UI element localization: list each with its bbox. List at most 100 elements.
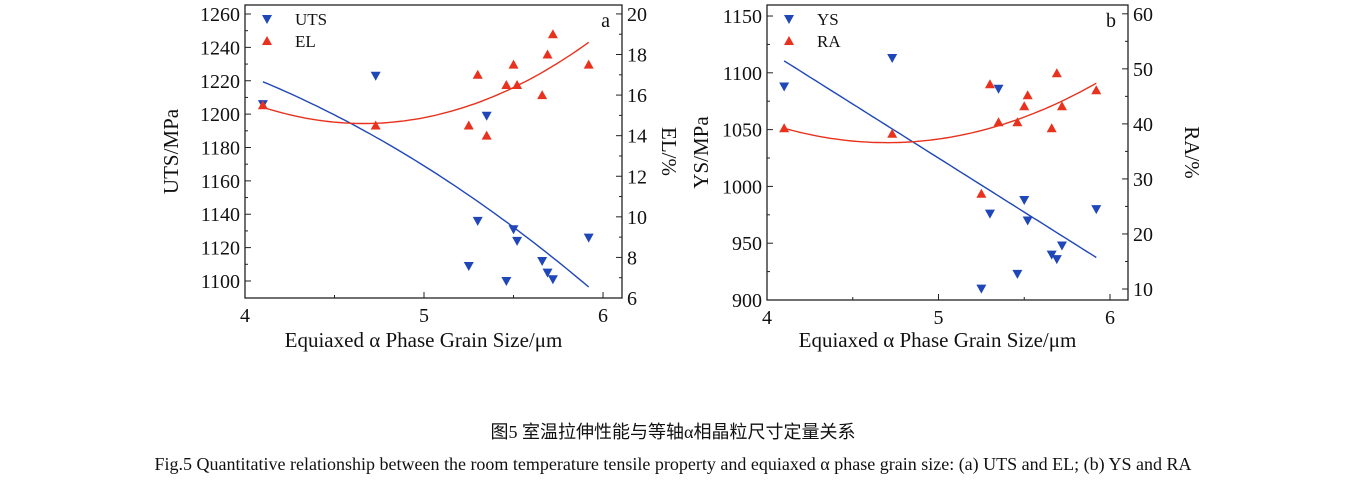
chart-panel-b: 4 5 6 900 950 1000 1050 1100 1150 10 20 30 40 50 60 Equ…	[689, 4, 1204, 352]
y-tick-label: 900	[732, 290, 762, 312]
y-tick-label: 1150	[723, 6, 762, 28]
data-point-ys	[1091, 205, 1102, 215]
x-tick-label: 4	[762, 307, 772, 329]
fit-line-ra	[783, 82, 1097, 144]
y-tick-label: 1140	[201, 204, 240, 226]
y-right-tick-label: 6	[627, 288, 637, 310]
x-axis-label: Equiaxed α Phase Grain Size/μm	[799, 328, 1077, 352]
data-point-uts	[463, 261, 474, 271]
y-tick-label: 1160	[201, 171, 240, 193]
y-right-tick-label: 10	[1133, 279, 1153, 301]
data-point-ra	[1056, 101, 1067, 111]
y-right-tick-label: 16	[627, 85, 647, 107]
y-tick-label: 1260	[200, 4, 240, 26]
y-right-tick-label: 12	[627, 166, 647, 188]
y-axis-label: UTS/MPa	[159, 108, 183, 194]
data-point-uts	[472, 216, 483, 226]
y-tick-label: 1180	[201, 137, 240, 159]
y-tick-label: 1100	[723, 63, 762, 85]
y-tick-label: 1000	[722, 176, 762, 198]
data-point-ys	[1051, 255, 1062, 265]
data-point-ys	[1022, 216, 1033, 226]
data-point-ys	[779, 82, 790, 92]
data-point-ys	[1046, 250, 1057, 260]
y-right-tick-label: 20	[1133, 224, 1153, 246]
y-tick-label: 1050	[722, 120, 762, 142]
data-point-uts	[501, 276, 512, 286]
y-tick-label: 1200	[200, 104, 240, 126]
data-point-uts	[481, 111, 492, 121]
data-point-el	[542, 49, 553, 59]
data-point-uts	[512, 236, 523, 246]
data-point-ra	[1022, 90, 1033, 100]
legend-marker-ys	[784, 15, 794, 24]
y-right-tick-label: 10	[627, 207, 647, 229]
data-point-ys	[976, 284, 987, 294]
y-tick-label: 950	[732, 233, 762, 255]
x-tick-label: 6	[598, 305, 608, 327]
x-axis-label: Equiaxed α Phase Grain Size/μm	[285, 328, 563, 352]
data-point-ys	[887, 54, 898, 64]
caption-chinese: 图5 室温拉伸性能与等轴α相晶粒尺寸定量关系	[490, 422, 856, 442]
y-right-tick-label: 30	[1133, 169, 1153, 191]
legend-marker-uts	[262, 15, 272, 24]
data-point-el	[463, 120, 474, 130]
fit-line-uts	[262, 81, 590, 288]
data-point-el	[547, 29, 558, 39]
y-right-tick-label: 8	[627, 247, 637, 269]
data-point-uts	[583, 233, 594, 243]
data-point-el	[537, 90, 548, 100]
data-point-ra	[976, 188, 987, 198]
data-point-uts	[542, 268, 553, 278]
legend-marker-ra	[784, 36, 794, 45]
y-tick-label: 1120	[201, 238, 240, 260]
data-point-ra	[1051, 68, 1062, 78]
data-point-ra	[1019, 101, 1030, 111]
data-point-ys	[1019, 196, 1030, 206]
y-right-tick-label: 14	[627, 126, 647, 148]
data-point-uts	[547, 275, 558, 285]
data-point-ys	[984, 209, 995, 219]
data-point-ra	[993, 117, 1004, 127]
fit-line-ys	[783, 60, 1097, 259]
y-right-tick-label: 60	[1133, 4, 1153, 26]
y-tick-label: 1240	[200, 37, 240, 59]
data-point-el	[481, 130, 492, 140]
panel-label: b	[1106, 10, 1116, 32]
data-point-ys	[993, 84, 1004, 94]
data-point-uts	[508, 225, 519, 235]
y-tick-label: 1100	[201, 271, 240, 293]
data-point-ra	[984, 79, 995, 89]
data-point-el	[370, 120, 381, 130]
data-point-ra	[1091, 85, 1102, 95]
y-right-tick-label: 40	[1133, 114, 1153, 136]
x-tick-label: 5	[933, 307, 943, 329]
chart-panel-a: 4 5 61100112011401160118012001220124012606…	[159, 4, 681, 352]
y-right-tick-label: 18	[627, 45, 647, 67]
legend-label-uts: UTS	[295, 10, 327, 29]
data-point-el	[583, 59, 594, 69]
fit-line-el	[262, 41, 590, 125]
data-point-ra	[887, 128, 898, 138]
legend-label-ra: RA	[817, 32, 841, 51]
data-point-el	[508, 59, 519, 69]
plot-frame	[766, 4, 1129, 301]
data-point-ra	[779, 123, 790, 133]
y-tick-label: 1220	[200, 71, 240, 93]
data-point-el	[501, 79, 512, 89]
y-right-tick-label: 50	[1133, 59, 1153, 81]
caption-english: Fig.5 Quantitative relationship between …	[154, 454, 1192, 474]
data-point-ys	[1056, 241, 1067, 251]
data-point-uts	[537, 256, 548, 266]
panel-label: a	[601, 10, 610, 32]
data-point-ra	[1012, 117, 1023, 127]
data-point-uts	[370, 71, 381, 81]
y-right-axis-label: EL/%	[657, 127, 681, 176]
legend-label-el: EL	[295, 32, 316, 51]
figure: 4 5 61100112011401160118012001220124012606…	[159, 4, 1204, 352]
data-point-ys	[1012, 269, 1023, 279]
plot-frame	[244, 4, 623, 299]
data-point-el	[472, 69, 483, 79]
x-tick-label: 5	[419, 305, 429, 327]
x-tick-label: 6	[1105, 307, 1115, 329]
